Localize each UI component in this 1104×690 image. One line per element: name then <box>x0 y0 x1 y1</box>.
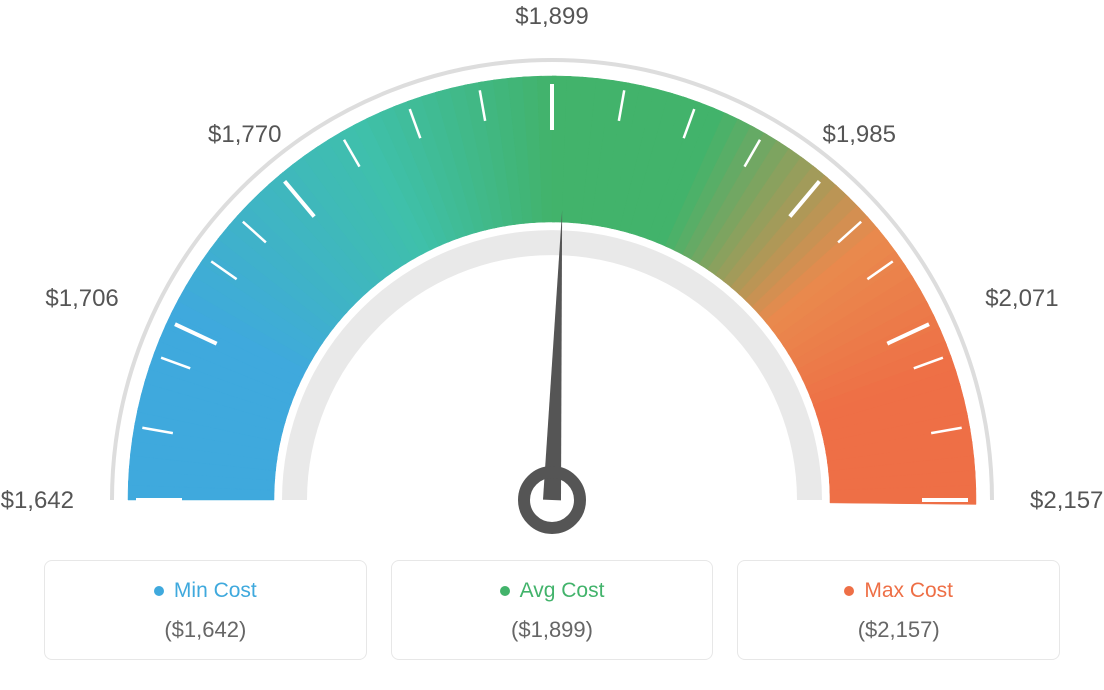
dot-min <box>154 586 164 596</box>
legend-row: Min Cost ($1,642) Avg Cost ($1,899) Max … <box>22 560 1082 660</box>
svg-text:$1,642: $1,642 <box>1 487 74 514</box>
legend-card-min: Min Cost ($1,642) <box>44 560 367 660</box>
legend-title-max: Max Cost <box>844 579 953 603</box>
svg-text:$2,071: $2,071 <box>985 285 1058 312</box>
legend-title-min-text: Min Cost <box>174 579 257 603</box>
legend-title-max-text: Max Cost <box>864 579 953 603</box>
legend-title-avg-text: Avg Cost <box>520 579 605 603</box>
gauge-chart: $1,642 $1,706 $1,770 $1,899 $1,985 $2,071 $2,1… <box>0 0 1104 560</box>
legend-value-min: ($1,642) <box>55 617 356 643</box>
legend-value-avg: ($1,899) <box>402 617 703 643</box>
legend-value-max: ($2,157) <box>748 617 1049 643</box>
legend-title-avg: Avg Cost <box>500 579 605 603</box>
svg-text:$1,706: $1,706 <box>45 285 118 312</box>
legend-title-min: Min Cost <box>154 579 257 603</box>
legend-card-avg: Avg Cost ($1,899) <box>391 560 714 660</box>
dot-avg <box>500 586 510 596</box>
dot-max <box>844 586 854 596</box>
svg-text:$1,985: $1,985 <box>823 121 896 148</box>
legend-card-max: Max Cost ($2,157) <box>737 560 1060 660</box>
svg-text:$1,899: $1,899 <box>515 3 588 30</box>
svg-text:$2,157: $2,157 <box>1030 487 1103 514</box>
svg-text:$1,770: $1,770 <box>208 121 281 148</box>
